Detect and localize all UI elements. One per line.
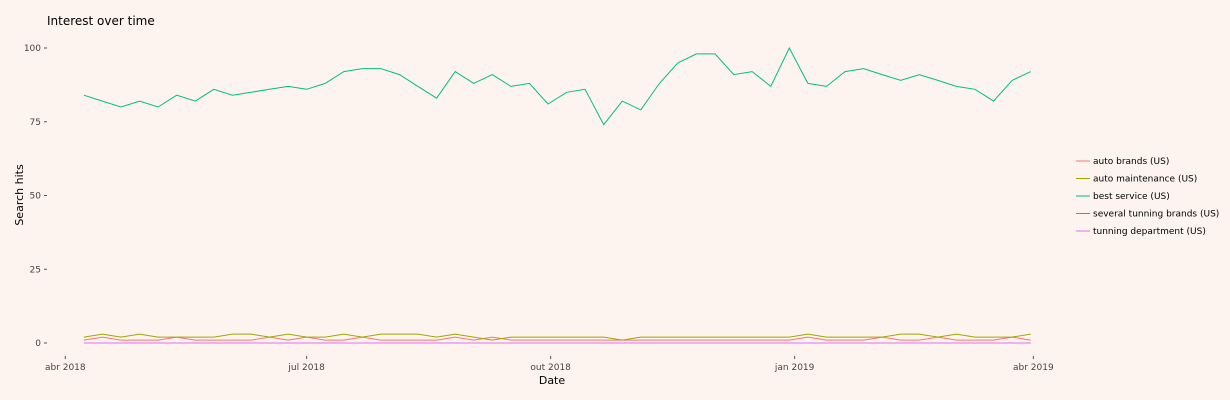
legend-label: auto brands (US) xyxy=(1093,157,1169,167)
y-tick-label: 75 xyxy=(30,118,41,128)
y-tick-label: 0 xyxy=(35,339,41,349)
series-line xyxy=(83,333,1031,341)
chart-title: Interest over time xyxy=(47,14,155,28)
x-tick-label: out 2018 xyxy=(530,363,571,373)
legend-label: auto maintenance (US) xyxy=(1093,175,1197,185)
x-tick-label: jul 2018 xyxy=(287,363,325,373)
plot-area xyxy=(83,46,1031,344)
x-tick-label: abr 2019 xyxy=(1013,363,1054,373)
y-axis: 0 25 50 75 100 xyxy=(24,44,47,349)
y-tick-label: 25 xyxy=(30,265,41,275)
x-axis: abr 2018 jul 2018 out 2018 jan 2019 abr 2019 xyxy=(45,356,1054,373)
y-axis-title: Search hits xyxy=(13,164,26,226)
legend-label: several tunning brands (US) xyxy=(1093,210,1219,220)
x-axis-title: Date xyxy=(539,374,566,387)
x-tick-label: abr 2018 xyxy=(45,363,86,373)
y-tick-label: 100 xyxy=(24,44,41,54)
y-tick-label: 50 xyxy=(30,192,42,202)
legend-label: tunning department (US) xyxy=(1093,227,1206,237)
series-line xyxy=(83,46,1031,126)
series-line xyxy=(83,336,1031,341)
x-tick-label: jan 2019 xyxy=(774,363,815,373)
legend: auto brands (US) auto maintenance (US) bes… xyxy=(1076,157,1219,237)
legend-label: best service (US) xyxy=(1093,192,1170,202)
